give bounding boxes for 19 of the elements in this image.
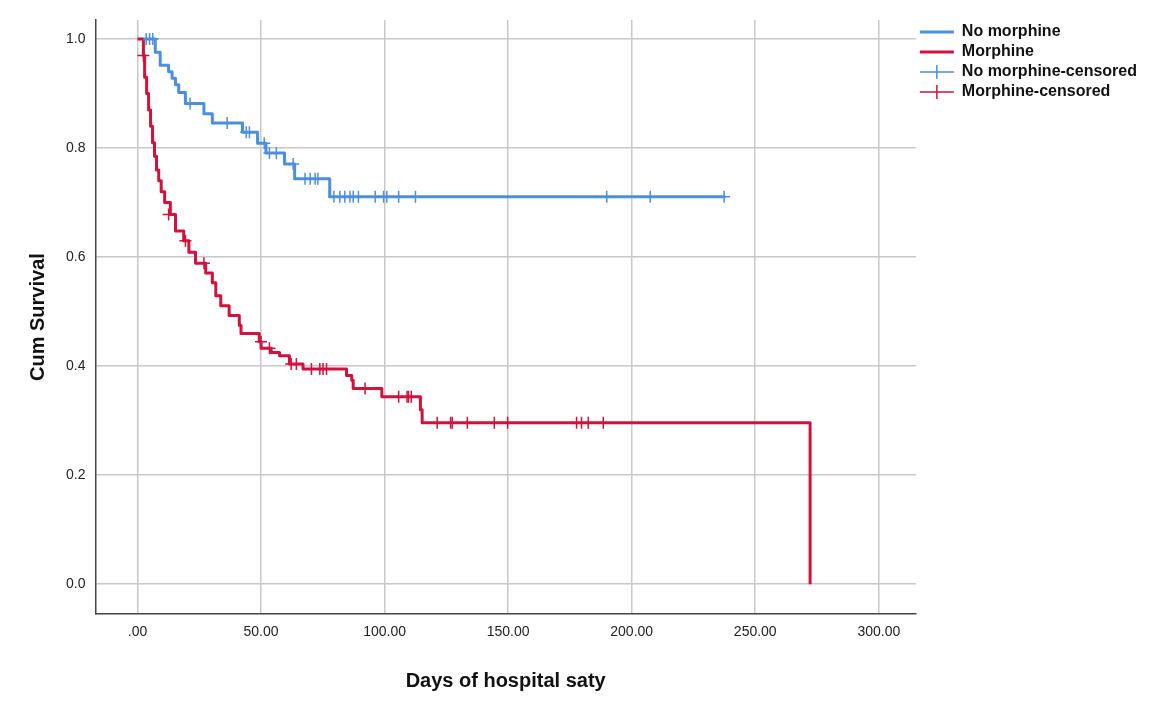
y-tick-label: 0.4 — [65, 357, 86, 374]
y-axis-title: Cum Survival — [25, 253, 48, 382]
legend-label: Morphine — [961, 42, 1034, 60]
legend-label: No morphine-censored — [961, 62, 1138, 80]
y-tick-label: 0.6 — [65, 247, 86, 264]
x-tick-label: 50.00 — [243, 623, 279, 640]
y-tick-label: 0.8 — [65, 138, 86, 155]
x-tick-label: 300.00 — [857, 623, 901, 640]
legend-label: No morphine — [961, 22, 1061, 40]
y-tick-label: 0.0 — [65, 575, 86, 592]
x-tick-label: 150.00 — [486, 623, 530, 640]
x-tick-label: 250.00 — [733, 623, 777, 640]
x-tick-label: .00 — [127, 623, 148, 640]
x-tick-label: 100.00 — [363, 623, 407, 640]
y-tick-label: 0.2 — [65, 466, 86, 483]
x-tick-label: 200.00 — [610, 623, 654, 640]
y-tick-label: 1.0 — [65, 29, 86, 46]
x-axis-title: Days of hospital saty — [405, 668, 607, 691]
legend-label: Morphine-censored — [961, 82, 1111, 100]
